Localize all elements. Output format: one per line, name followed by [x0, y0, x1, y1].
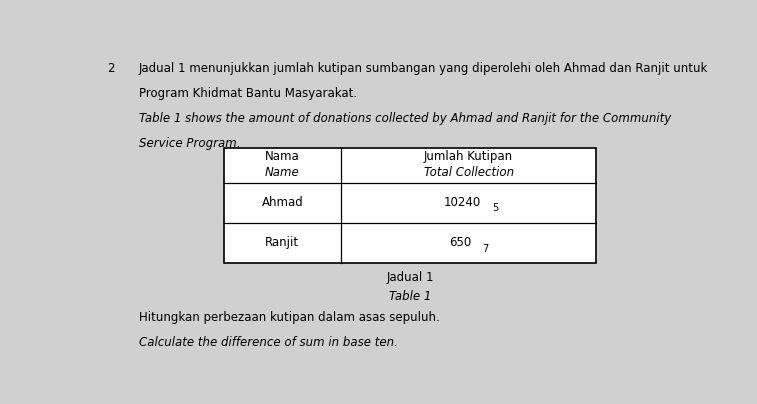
Text: Calculate the difference of sum in base ten.: Calculate the difference of sum in base …: [139, 336, 397, 349]
Text: Ranjit: Ranjit: [265, 236, 300, 250]
Text: Name: Name: [265, 166, 300, 179]
Text: Jadual 1: Jadual 1: [386, 271, 434, 284]
Text: 7: 7: [482, 244, 488, 254]
Text: 10240: 10240: [444, 196, 481, 209]
Text: Ahmad: Ahmad: [261, 196, 304, 209]
Text: Total Collection: Total Collection: [424, 166, 514, 179]
Text: Table 1: Table 1: [389, 290, 431, 303]
Text: Jumlah Kutipan: Jumlah Kutipan: [424, 150, 513, 163]
Text: 2: 2: [107, 63, 115, 76]
Text: Nama: Nama: [265, 150, 300, 163]
Text: Program Khidmat Bantu Masyarakat.: Program Khidmat Bantu Masyarakat.: [139, 87, 357, 100]
Text: 5: 5: [492, 203, 498, 213]
Text: Table 1 shows the amount of donations collected by Ahmad and Ranjit for the Comm: Table 1 shows the amount of donations co…: [139, 112, 671, 125]
Text: Hitungkan perbezaan kutipan dalam asas sepuluh.: Hitungkan perbezaan kutipan dalam asas s…: [139, 311, 439, 324]
Text: Service Program.: Service Program.: [139, 137, 240, 150]
Text: Jadual 1 menunjukkan jumlah kutipan sumbangan yang diperolehi oleh Ahmad dan Ran: Jadual 1 menunjukkan jumlah kutipan sumb…: [139, 63, 708, 76]
Text: 650: 650: [449, 236, 471, 250]
